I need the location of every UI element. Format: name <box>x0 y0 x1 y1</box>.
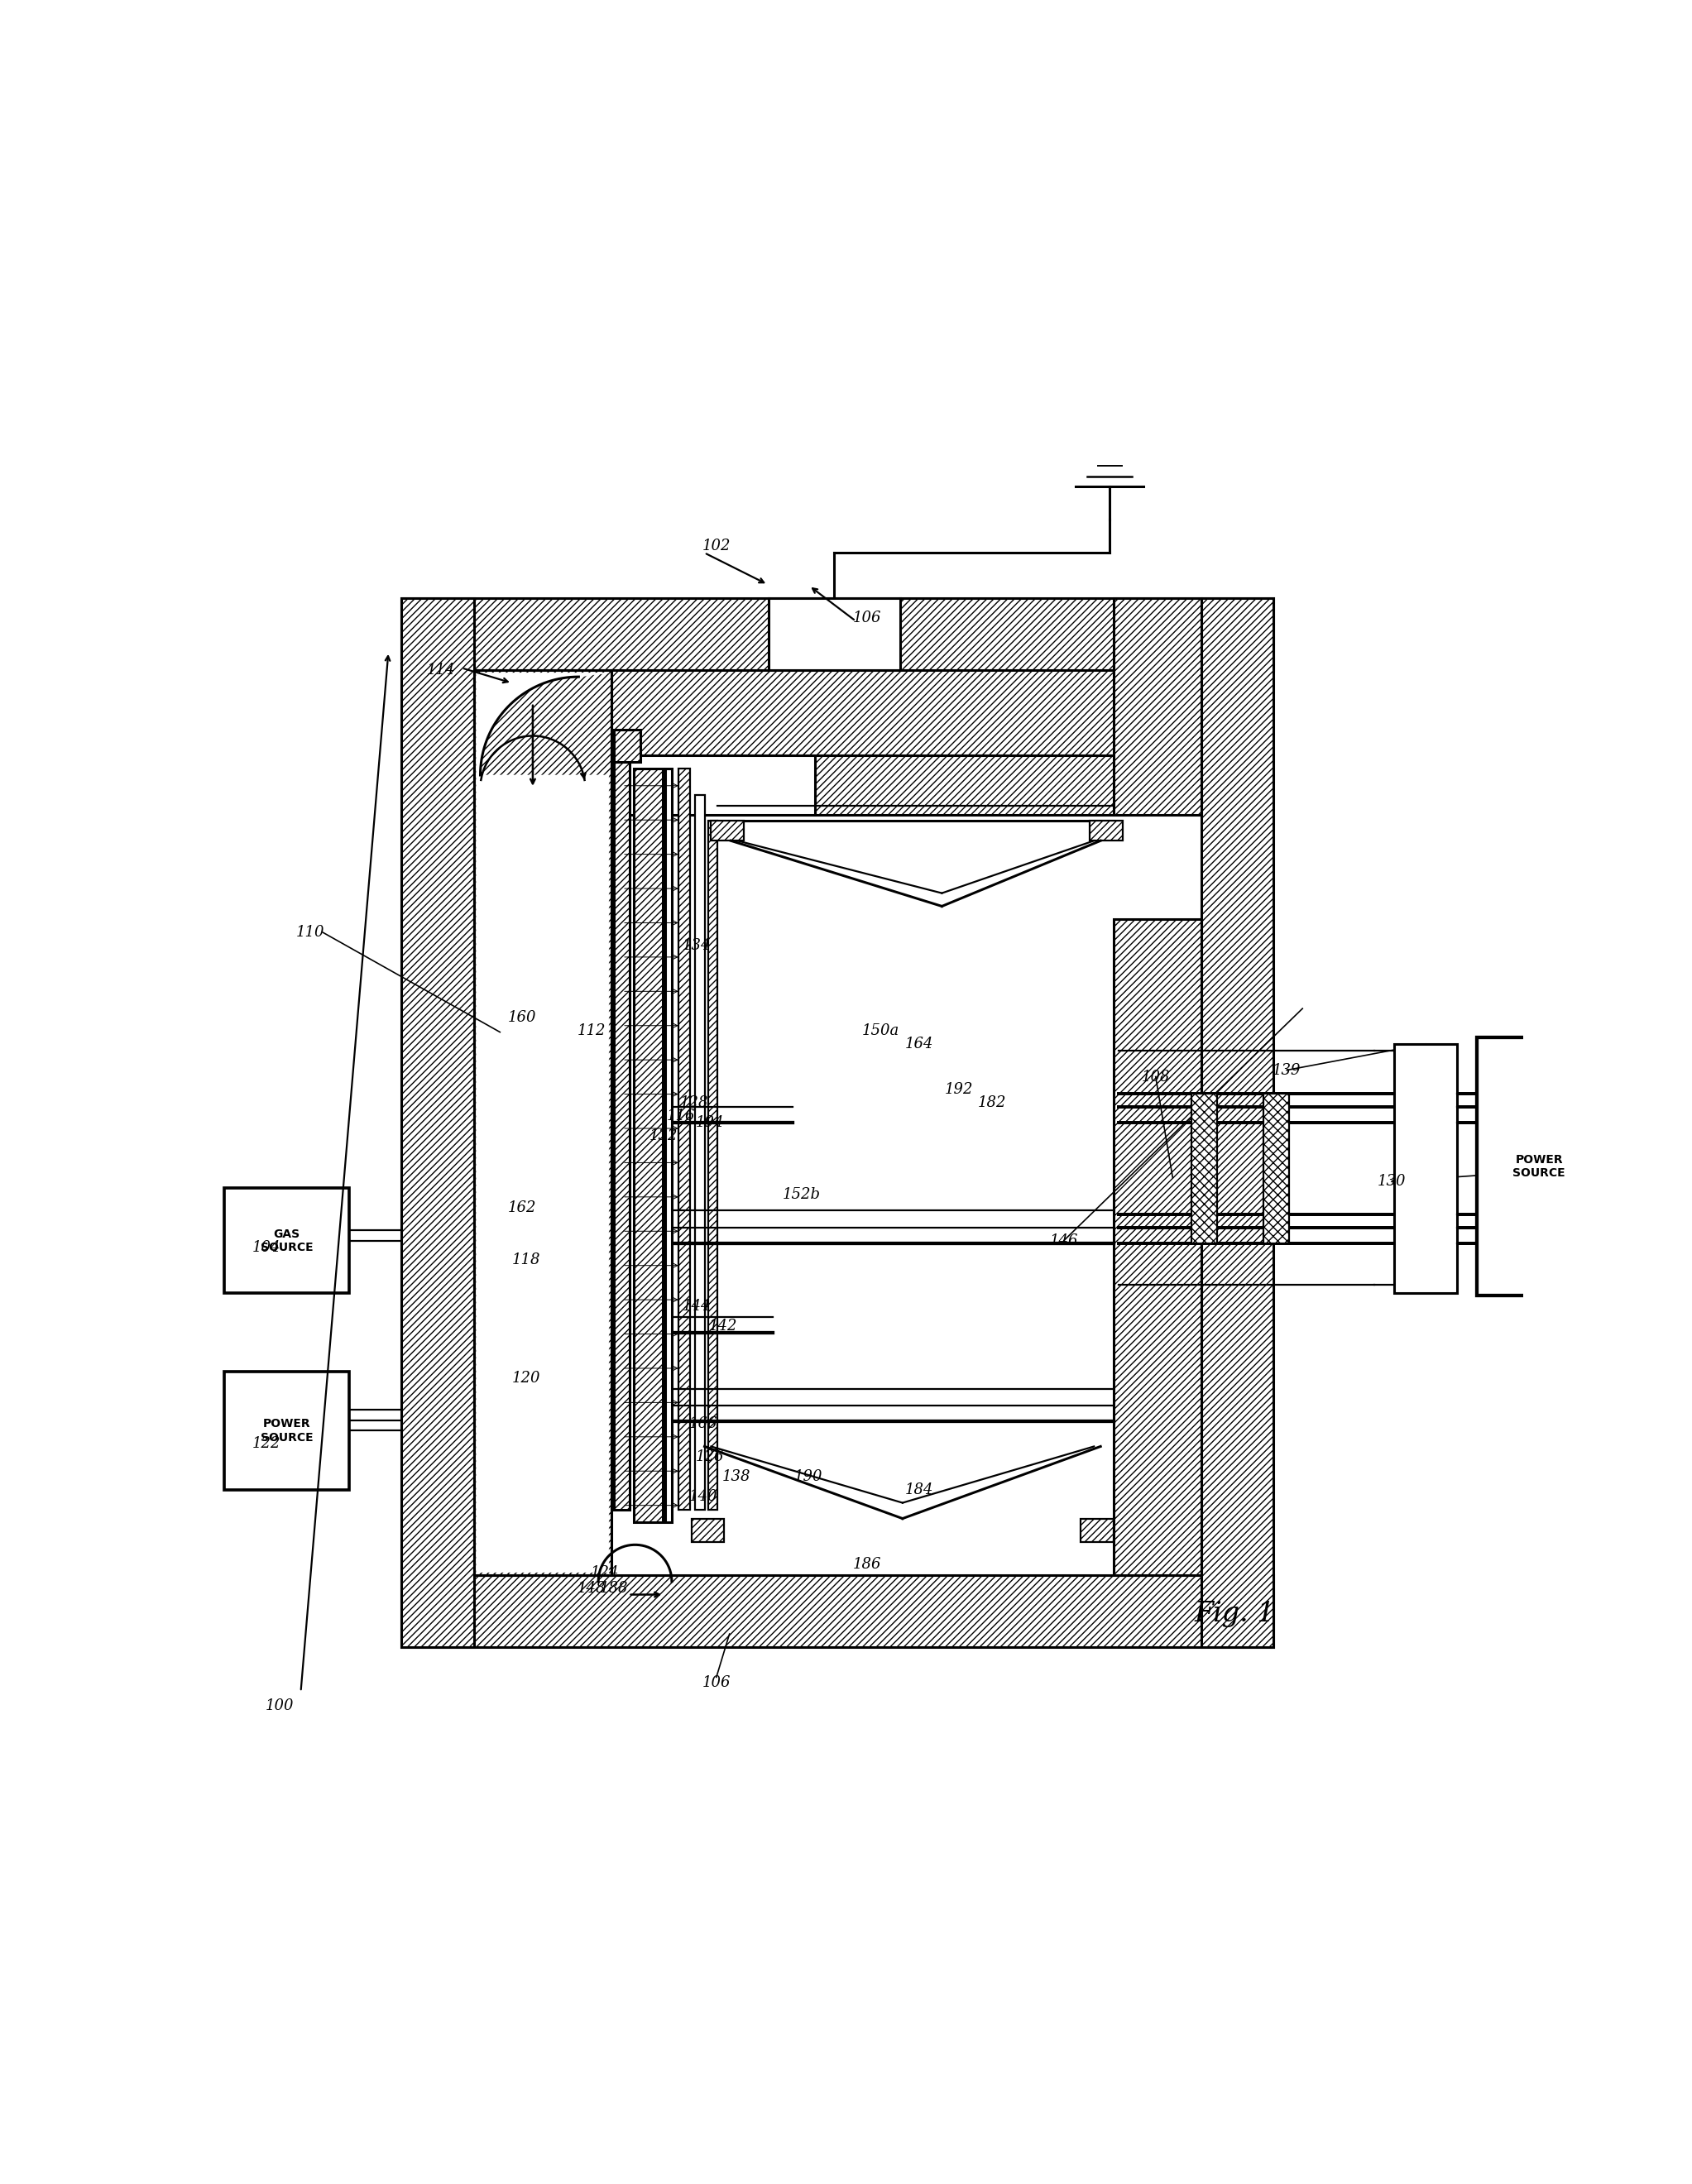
Bar <box>665 769 672 1522</box>
Text: POWER
SOURCE: POWER SOURCE <box>261 1417 313 1444</box>
Text: 144: 144 <box>682 1299 711 1313</box>
Text: 166: 166 <box>689 1417 717 1431</box>
Polygon shape <box>814 756 1142 815</box>
Bar <box>768 598 900 670</box>
Text: 114: 114 <box>426 662 455 677</box>
Text: 124: 124 <box>591 1566 619 1579</box>
Polygon shape <box>1201 598 1274 1647</box>
Bar <box>474 670 1201 1575</box>
Text: 116: 116 <box>667 1109 695 1123</box>
Text: 192: 192 <box>944 1083 973 1096</box>
Bar <box>692 1518 724 1542</box>
Text: 132: 132 <box>650 1129 678 1142</box>
Bar <box>614 729 640 762</box>
Text: 182: 182 <box>978 1096 1007 1109</box>
Text: 188: 188 <box>599 1581 628 1597</box>
Polygon shape <box>634 769 663 1522</box>
Text: 150a: 150a <box>861 1024 898 1037</box>
Polygon shape <box>401 598 1274 670</box>
Text: 152b: 152b <box>783 1188 821 1201</box>
Bar <box>695 795 704 1509</box>
Text: 186: 186 <box>853 1557 882 1572</box>
Bar <box>1081 1518 1113 1542</box>
Bar <box>1113 598 1201 815</box>
Bar <box>1191 1094 1217 1243</box>
Bar <box>1090 821 1123 841</box>
Polygon shape <box>611 756 814 815</box>
Bar <box>1394 1044 1457 1293</box>
Bar <box>678 769 690 1509</box>
Text: 142: 142 <box>709 1319 738 1332</box>
Polygon shape <box>477 673 609 1572</box>
Polygon shape <box>614 762 629 1509</box>
Text: 130: 130 <box>1377 1175 1406 1188</box>
Text: 122: 122 <box>252 1437 281 1450</box>
Text: 112: 112 <box>577 1024 606 1037</box>
Bar <box>711 821 744 841</box>
Polygon shape <box>611 670 1142 756</box>
Bar <box>1477 1037 1601 1295</box>
Text: 126: 126 <box>695 1450 724 1463</box>
Text: 134: 134 <box>682 939 711 952</box>
Polygon shape <box>474 670 611 1575</box>
Text: 120: 120 <box>513 1372 540 1385</box>
Text: Fig. 1: Fig. 1 <box>1195 1601 1274 1627</box>
Text: 164: 164 <box>905 1037 934 1051</box>
Text: 106: 106 <box>853 609 882 625</box>
Text: GAS
SOURCE: GAS SOURCE <box>261 1227 313 1254</box>
Text: 100: 100 <box>266 1699 294 1714</box>
Text: 194: 194 <box>695 1116 724 1129</box>
Text: 106: 106 <box>702 1675 731 1690</box>
Text: 139: 139 <box>1272 1064 1301 1077</box>
Text: 146: 146 <box>1049 1234 1078 1247</box>
Text: 140: 140 <box>689 1489 717 1505</box>
Text: 160: 160 <box>508 1011 536 1024</box>
Polygon shape <box>401 1575 1274 1647</box>
Text: 162: 162 <box>508 1201 536 1214</box>
Text: 184: 184 <box>905 1483 934 1498</box>
Bar <box>1264 1094 1289 1243</box>
Bar <box>225 1372 349 1489</box>
Bar <box>709 821 717 1509</box>
Text: 118: 118 <box>513 1254 540 1267</box>
Text: 110: 110 <box>296 926 325 939</box>
Text: 104: 104 <box>252 1241 281 1254</box>
Text: POWER
SOURCE: POWER SOURCE <box>1513 1153 1565 1179</box>
Text: 190: 190 <box>794 1470 822 1485</box>
Text: 108: 108 <box>1142 1070 1169 1083</box>
Bar <box>1113 919 1201 1575</box>
Bar <box>225 1188 349 1293</box>
Text: 102: 102 <box>702 537 731 553</box>
Polygon shape <box>401 598 474 1647</box>
Text: 128: 128 <box>680 1096 709 1109</box>
Text: 148: 148 <box>577 1581 606 1597</box>
Text: 138: 138 <box>722 1470 750 1485</box>
